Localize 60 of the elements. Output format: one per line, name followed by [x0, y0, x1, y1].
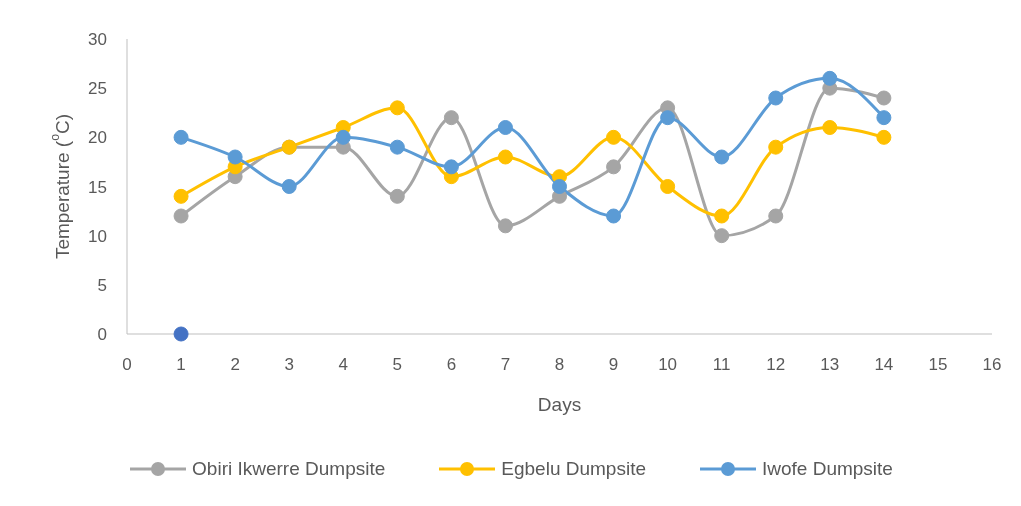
- point: [714, 149, 730, 165]
- point: [227, 149, 243, 165]
- x-tick-label: 13: [820, 355, 840, 375]
- legend-label: Egbelu Dumpsite: [501, 458, 646, 480]
- x-tick-label: 11: [712, 355, 731, 375]
- point: [552, 179, 567, 194]
- point: [768, 139, 784, 155]
- x-tick-label: 0: [122, 355, 132, 375]
- point: [822, 120, 838, 135]
- point: [443, 110, 459, 126]
- point: [768, 90, 784, 106]
- x-tick-label: 6: [446, 355, 457, 375]
- point: [173, 188, 189, 204]
- point: [876, 90, 892, 106]
- point: [876, 110, 892, 126]
- y-tick-label: 15: [88, 177, 107, 197]
- x-tick-label: 12: [766, 355, 786, 375]
- point: [497, 120, 513, 135]
- point: [714, 228, 730, 244]
- y-tick-label: 0: [97, 325, 107, 345]
- point: [173, 129, 189, 145]
- x-axis-title: Days: [537, 394, 582, 415]
- point: [822, 70, 838, 86]
- point: [389, 139, 405, 155]
- y-tick-label: 10: [88, 226, 107, 246]
- x-tick-label: 9: [608, 355, 619, 375]
- x-tick-label: 15: [928, 355, 948, 375]
- x-tick-label: 14: [874, 355, 894, 375]
- x-tick-label: 3: [284, 355, 294, 375]
- legend-label: Iwofe Dumpsite: [761, 458, 893, 480]
- point: [876, 129, 892, 145]
- x-tick-label: 16: [982, 355, 1002, 375]
- x-tick-label: 2: [230, 355, 240, 375]
- y-tick-label: 5: [97, 275, 107, 295]
- point: [497, 149, 513, 165]
- point: [173, 326, 189, 342]
- x-tick-label: 10: [658, 355, 678, 375]
- x-tick-label: 5: [392, 355, 403, 375]
- point: [443, 159, 459, 175]
- y-tick-label: 20: [88, 128, 107, 148]
- point: [606, 159, 622, 175]
- point: [606, 129, 622, 145]
- x-tick-label: 8: [554, 355, 565, 375]
- point: [606, 208, 622, 224]
- point: [660, 179, 676, 194]
- x-tick-label: 7: [500, 355, 511, 375]
- point: [497, 218, 513, 234]
- point: [281, 179, 297, 194]
- point: [768, 208, 784, 224]
- point: [173, 208, 189, 224]
- point: [660, 110, 676, 126]
- point: [335, 129, 351, 145]
- x-tick-label: 4: [338, 355, 348, 375]
- point: [389, 100, 405, 116]
- legend-label: Obiri Ikwerre Dumpsite: [192, 458, 386, 480]
- point: [389, 188, 405, 204]
- x-tick-label: 1: [176, 355, 186, 375]
- point: [714, 208, 730, 224]
- y-tick-label: 25: [88, 79, 107, 99]
- y-tick-label: 30: [88, 30, 107, 50]
